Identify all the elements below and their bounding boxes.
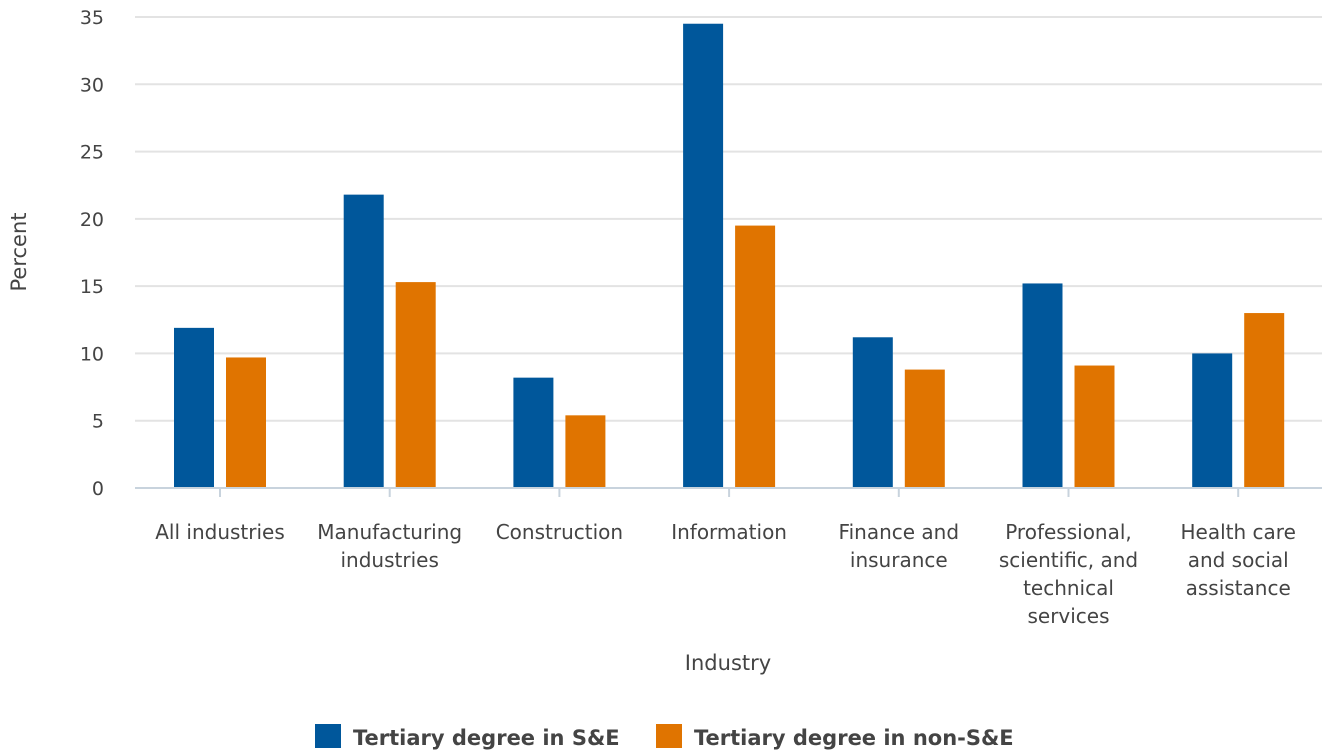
x-axis-title: Industry xyxy=(685,651,771,675)
y-tick-label: 5 xyxy=(92,411,104,433)
bar xyxy=(395,282,436,488)
bar xyxy=(565,415,606,488)
y-axis-ticks: 0 5 10 15 20 25 30 35 xyxy=(80,7,104,500)
y-tick-label: 30 xyxy=(80,74,104,96)
y-tick-label: 25 xyxy=(80,142,104,164)
y-tick-label: 35 xyxy=(80,7,104,29)
bar xyxy=(1074,365,1115,488)
x-tick-label: technical xyxy=(1023,576,1114,600)
legend-swatch xyxy=(315,724,341,748)
legend: Tertiary degree in S&E Tertiary degree in… xyxy=(315,724,1014,750)
x-tick-label: Finance and xyxy=(839,520,960,544)
x-tick-label: Construction xyxy=(496,520,623,544)
bar xyxy=(513,377,554,488)
x-tick-label: All industries xyxy=(155,520,285,544)
y-tick-label: 15 xyxy=(80,276,104,298)
bar xyxy=(683,23,724,488)
bar xyxy=(343,194,384,489)
legend-label: Tertiary degree in non-S&E xyxy=(694,726,1014,750)
bar xyxy=(226,357,266,488)
y-tick-label: 20 xyxy=(80,209,104,231)
bar xyxy=(174,327,214,488)
legend-swatch xyxy=(656,724,682,748)
gridlines xyxy=(135,16,1322,422)
x-tick-label: services xyxy=(1027,604,1109,628)
bar xyxy=(1244,313,1285,488)
y-tick-label: 0 xyxy=(92,478,104,500)
x-axis-ticks: All industries Manufacturing industries Con… xyxy=(155,488,1296,628)
bars xyxy=(174,23,1285,489)
legend-label: Tertiary degree in S&E xyxy=(353,726,620,750)
x-tick-label: Professional, xyxy=(1005,520,1132,544)
x-tick-label: industries xyxy=(341,548,439,572)
bar xyxy=(852,337,893,488)
bar xyxy=(1022,283,1063,488)
y-tick-label: 10 xyxy=(80,343,104,365)
x-tick-label: and social xyxy=(1188,548,1289,572)
bar xyxy=(735,225,776,489)
x-tick-label: insurance xyxy=(850,548,948,572)
x-tick-label: scientific, and xyxy=(999,548,1138,572)
x-tick-label: assistance xyxy=(1186,576,1291,600)
x-tick-label: Manufacturing xyxy=(317,520,462,544)
bar xyxy=(1192,353,1233,488)
y-axis-title: Percent xyxy=(7,212,31,291)
bar xyxy=(904,369,945,488)
x-tick-label: Health care xyxy=(1181,520,1296,544)
x-tick-label: Information xyxy=(671,520,787,544)
